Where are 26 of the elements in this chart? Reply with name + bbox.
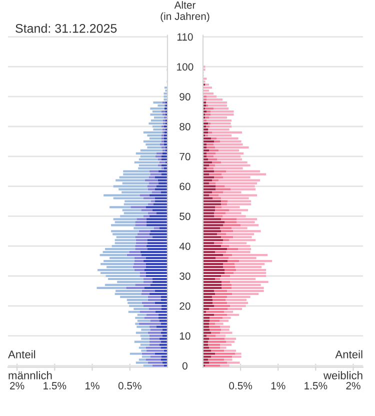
x-tick-label: 2% <box>346 382 360 390</box>
annotation: Anteil <box>335 350 362 358</box>
x-tick-label: 1.5% <box>304 382 328 390</box>
y-tick-label: 70 <box>180 152 190 160</box>
chart-title: Stand: 31.12.2025 <box>16 24 117 33</box>
x-tick-label: 0.5% <box>118 382 142 390</box>
x-tick-label: 2% <box>10 382 24 390</box>
x-tick-label: 0.5% <box>229 382 252 390</box>
y-tick-label: 0 <box>182 362 188 370</box>
y-tick-label: 60 <box>180 182 190 190</box>
x-tick-label: 1% <box>271 382 286 390</box>
y-tick-label: 50 <box>180 212 190 220</box>
y-tick-label: 40 <box>179 242 190 250</box>
y-tick-label: 100 <box>177 63 194 71</box>
annotation: Anteil <box>8 350 36 358</box>
y-tick-label: 90 <box>180 93 190 100</box>
y-tick-label: 30 <box>180 272 190 280</box>
text: weiblich <box>323 371 362 380</box>
text: männlich <box>8 371 52 380</box>
y-tick-label: 20 <box>180 302 190 310</box>
y-tick-label: 110 <box>177 33 193 41</box>
y-tick-label: 10 <box>180 332 190 340</box>
y-axis-title: Alter (in Jahren) <box>160 1 210 22</box>
x-tick-label: 1.5% <box>44 382 66 390</box>
x-tick-label: 1% <box>86 382 100 390</box>
y-tick-label: 80 <box>180 123 190 130</box>
